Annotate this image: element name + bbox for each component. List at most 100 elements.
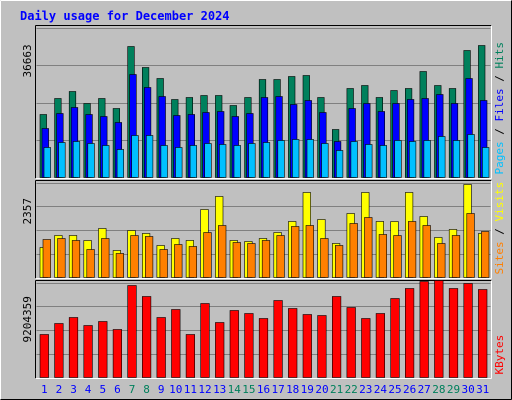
- bar-sites-day-20: [320, 238, 329, 278]
- bar-kbytes-day-6: [112, 329, 122, 378]
- bar-kbytes-day-2: [54, 323, 64, 378]
- x-tick-day-31: 31: [476, 383, 489, 396]
- bar-pages-day-11: [189, 145, 198, 178]
- bar-kbytes-day-7: [127, 285, 137, 378]
- x-tick-day-13: 13: [213, 383, 226, 396]
- bar-kbytes-day-24: [375, 313, 386, 378]
- bar-sites-day-7: [130, 235, 139, 278]
- bar-kbytes-day-31: [478, 289, 488, 378]
- bar-pages-day-1: [43, 147, 51, 178]
- bar-kbytes-day-19: [302, 314, 312, 378]
- bar-kbytes-day-17: [273, 300, 283, 378]
- ymax-label-visits-sites: 2357: [21, 198, 34, 225]
- bar-pages-day-16: [262, 142, 271, 178]
- bar-pages-day-30: [467, 134, 475, 178]
- legend-visits-sites: Sites / Visits: [493, 182, 506, 275]
- bar-kbytes-day-12: [200, 303, 210, 378]
- bar-pages-day-12: [204, 143, 212, 178]
- x-tick-day-22: 22: [345, 383, 358, 396]
- bar-sites-day-21: [334, 245, 344, 278]
- bar-kbytes-day-29: [448, 288, 459, 378]
- bar-sites-day-10: [174, 244, 183, 278]
- x-tick-day-2: 2: [56, 383, 63, 396]
- bar-pages-day-8: [146, 135, 154, 178]
- bar-kbytes-day-14: [229, 310, 239, 378]
- bar-sites-day-25: [393, 235, 402, 278]
- ymax-label-kbytes: 9204359: [21, 296, 34, 342]
- legend-hits-files-pages: Pages / Files / Hits: [493, 42, 506, 175]
- bar-kbytes-day-22: [346, 307, 356, 378]
- legend-part-kbytes-0: KBytes: [493, 335, 506, 375]
- x-tick-day-21: 21: [330, 383, 343, 396]
- bar-sites-day-19: [305, 225, 314, 278]
- x-tick-day-29: 29: [447, 383, 460, 396]
- bar-pages-day-10: [175, 147, 183, 178]
- bar-pages-day-19: [306, 139, 314, 178]
- bar-sites-day-1: [42, 239, 51, 278]
- x-tick-day-19: 19: [301, 383, 314, 396]
- x-tick-day-15: 15: [242, 383, 255, 396]
- bar-pages-day-29: [452, 140, 461, 178]
- x-tick-day-27: 27: [418, 383, 431, 396]
- bar-pages-day-2: [58, 142, 66, 178]
- bar-pages-day-7: [131, 135, 139, 178]
- bar-sites-day-26: [407, 221, 417, 278]
- legend-part-visits-sites-2: Visits: [493, 182, 506, 222]
- chart-title: Daily usage for December 2024: [20, 9, 230, 23]
- bar-sites-day-31: [481, 231, 490, 278]
- bar-sites-day-16: [261, 240, 271, 278]
- bar-pages-day-15: [248, 143, 256, 178]
- x-tick-day-16: 16: [257, 383, 270, 396]
- x-tick-day-1: 1: [41, 383, 48, 396]
- bar-sites-day-17: [276, 235, 285, 278]
- bar-pages-day-22: [350, 141, 358, 178]
- x-tick-day-26: 26: [403, 383, 416, 396]
- bar-kbytes-day-30: [463, 283, 473, 378]
- x-tick-day-6: 6: [114, 383, 121, 396]
- legend-part-hits-files-pages-4: Hits: [493, 42, 506, 69]
- bar-pages-day-24: [379, 145, 388, 178]
- x-tick-day-28: 28: [432, 383, 445, 396]
- bar-kbytes-day-25: [390, 298, 400, 378]
- bar-sites-day-22: [349, 223, 358, 278]
- legend-kbytes: KBytes: [493, 335, 506, 375]
- bar-sites-day-18: [291, 226, 300, 278]
- bar-pages-day-26: [408, 141, 417, 178]
- bar-kbytes-day-23: [361, 318, 371, 378]
- bar-sites-day-14: [232, 242, 241, 278]
- bar-kbytes-day-15: [244, 313, 254, 378]
- bar-sites-day-2: [57, 238, 66, 278]
- bar-sites-day-12: [203, 232, 212, 278]
- bar-kbytes-day-8: [142, 296, 152, 378]
- bar-pages-day-4: [87, 143, 95, 178]
- bar-kbytes-day-9: [156, 317, 166, 378]
- x-tick-day-7: 7: [129, 383, 136, 396]
- bar-kbytes-day-4: [83, 325, 93, 378]
- x-tick-day-5: 5: [99, 383, 106, 396]
- bar-sites-day-24: [378, 234, 388, 278]
- ymax-label-hits-files-pages: 36663: [21, 44, 34, 77]
- x-tick-day-18: 18: [286, 383, 299, 396]
- bar-sites-day-9: [159, 249, 168, 278]
- legend-part-visits-sites-0: Sites: [493, 241, 506, 274]
- legend-part-hits-files-pages-2: Files: [493, 88, 506, 121]
- bar-pages-day-3: [72, 141, 81, 178]
- bar-sites-day-11: [188, 246, 198, 278]
- bar-sites-day-28: [437, 243, 446, 278]
- bar-pages-day-27: [423, 140, 431, 178]
- bar-sites-day-4: [86, 249, 95, 278]
- bar-sites-day-8: [145, 236, 154, 278]
- bar-sites-day-13: [218, 225, 227, 278]
- legend-part-hits-files-pages-1: /: [493, 122, 506, 142]
- x-tick-day-12: 12: [198, 383, 211, 396]
- bar-sites-day-30: [466, 213, 475, 278]
- bar-pages-day-31: [482, 147, 490, 178]
- x-tick-day-9: 9: [158, 383, 165, 396]
- bar-kbytes-day-11: [185, 334, 196, 378]
- bar-sites-day-6: [115, 253, 124, 278]
- bar-pages-day-9: [160, 145, 168, 178]
- x-tick-day-11: 11: [184, 383, 197, 396]
- x-tick-day-17: 17: [271, 383, 284, 396]
